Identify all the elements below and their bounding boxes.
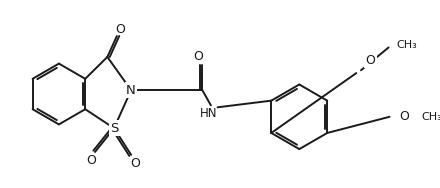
Text: O: O (399, 110, 409, 123)
Text: N: N (126, 84, 136, 97)
Text: O: O (116, 23, 125, 36)
Text: HN: HN (200, 106, 218, 120)
Text: CH₃: CH₃ (421, 112, 440, 122)
Text: CH₃: CH₃ (396, 40, 417, 50)
Text: S: S (110, 122, 118, 135)
Text: O: O (366, 54, 375, 67)
Text: O: O (194, 50, 204, 63)
Text: O: O (130, 157, 140, 170)
Text: O: O (86, 154, 96, 167)
